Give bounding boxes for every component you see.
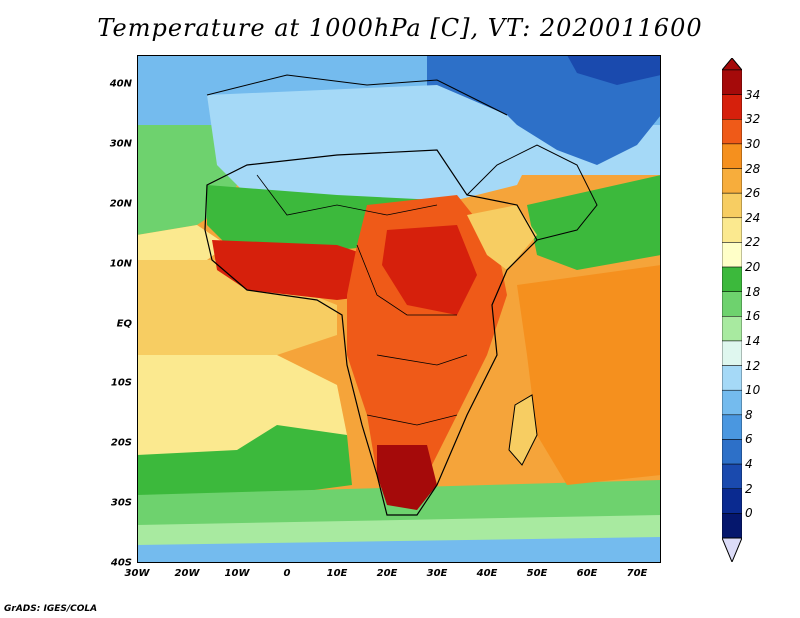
south-atlantic-green <box>137 425 352 495</box>
colorbar-tick-label: 26 <box>745 186 761 201</box>
arabia-coast <box>466 144 598 241</box>
colorbar-swatch <box>722 316 742 342</box>
colorbar-tick-label: 20 <box>745 260 761 275</box>
colorbar-swatch <box>722 192 742 219</box>
colorbar-tick-label: 8 <box>745 407 753 422</box>
lat-tick-label: EQ <box>116 318 132 329</box>
colorbar-tick-label: 16 <box>745 309 761 324</box>
colorbar-swatch <box>722 266 742 292</box>
colorbar-tick-label: 10 <box>745 383 761 398</box>
colorbar-tick-label: 34 <box>745 87 761 102</box>
horn-yellow <box>467 205 537 270</box>
colorbar-tick-label: 22 <box>745 235 761 250</box>
colorbar-tick-label: 32 <box>745 112 761 127</box>
mediterranean-coast <box>206 74 508 116</box>
country-border <box>376 354 468 366</box>
lon-tick-label: 0 <box>283 568 291 579</box>
lon-tick-label: 10E <box>326 568 348 579</box>
colorbar-swatch <box>722 488 742 514</box>
lon-tick-label: 10W <box>224 568 250 579</box>
atlantic-pale <box>137 225 227 260</box>
colorbar-swatch <box>722 389 742 416</box>
colorbar-swatch <box>722 340 742 366</box>
tropical-atlantic-light <box>137 260 337 355</box>
arabian-sea-green <box>527 175 661 270</box>
colorbar-swatch <box>722 513 742 539</box>
colorbar-swatch <box>722 365 742 391</box>
country-border <box>356 244 457 316</box>
colorbar-tick-label: 12 <box>745 358 761 373</box>
madagascar-coast <box>508 394 538 466</box>
colorbar-swatch <box>722 242 742 268</box>
lat-tick-label: 40N <box>109 78 132 90</box>
colorbar-tick-label: 28 <box>745 161 761 176</box>
west-africa-hot <box>212 240 377 300</box>
map-border <box>137 55 661 563</box>
africa-coastline <box>204 149 538 516</box>
credit-text: GrADS: IGES/COLA <box>4 604 98 614</box>
indian-ocean-orange <box>517 265 661 485</box>
colorbar-under-arrow <box>722 537 742 562</box>
lat-tick-label: 30S <box>110 497 132 509</box>
colorbar <box>722 58 742 562</box>
colorbar-swatch <box>722 119 742 145</box>
lon-tick-label: 20E <box>376 568 398 579</box>
colorbar-swatch <box>722 414 742 440</box>
madagascar <box>509 395 537 465</box>
map-title: Temperature at 1000hPa [C], VT: 20200116… <box>97 14 703 42</box>
lat-tick-label: 40S <box>110 557 132 569</box>
lon-tick-label: 30E <box>426 568 448 579</box>
lon-tick-label: 30W <box>124 568 150 579</box>
colorbar-tick-label: 14 <box>745 333 761 348</box>
lon-tick-label: 60E <box>576 568 598 579</box>
colorbar-tick-label: 2 <box>745 481 753 496</box>
colorbar-over-arrow <box>722 58 742 71</box>
colorbar-swatch <box>722 94 742 120</box>
lon-tick-label: 40E <box>476 568 498 579</box>
lat-tick-label: 20N <box>109 198 132 210</box>
colorbar-tick-label: 6 <box>745 432 753 447</box>
lon-tick-label: 20W <box>174 568 200 579</box>
colorbar-swatch <box>722 217 742 243</box>
colorbar-swatch <box>722 168 742 194</box>
colorbar-tick-label: 24 <box>745 210 761 225</box>
arctic-corner <box>567 55 661 85</box>
southern-ocean-cold <box>137 537 661 563</box>
colorbar-tick-label: 0 <box>745 506 753 521</box>
lat-tick-label: 30N <box>109 138 132 150</box>
colorbar-tick-label: 4 <box>745 457 753 472</box>
lat-tick-label: 10N <box>109 258 132 270</box>
lon-tick-label: 70E <box>626 568 648 579</box>
temperature-map <box>137 55 661 563</box>
colorbar-tick-label: 18 <box>745 284 761 299</box>
colorbar-swatch <box>722 463 742 489</box>
country-border <box>366 414 458 426</box>
lat-tick-label: 20S <box>110 437 132 449</box>
central-africa-core <box>382 225 477 315</box>
colorbar-swatch <box>722 439 742 465</box>
lon-tick-label: 50E <box>526 568 548 579</box>
sahara-blue <box>207 85 537 205</box>
colorbar-swatch <box>722 291 742 317</box>
colorbar-swatch <box>722 69 742 95</box>
colorbar-tick-label: 30 <box>745 136 761 151</box>
south-africa-core <box>377 445 437 510</box>
far-north-cold <box>427 55 661 165</box>
country-border <box>256 174 438 216</box>
lat-tick-label: 10S <box>110 377 132 389</box>
colorbar-swatch <box>722 143 742 169</box>
